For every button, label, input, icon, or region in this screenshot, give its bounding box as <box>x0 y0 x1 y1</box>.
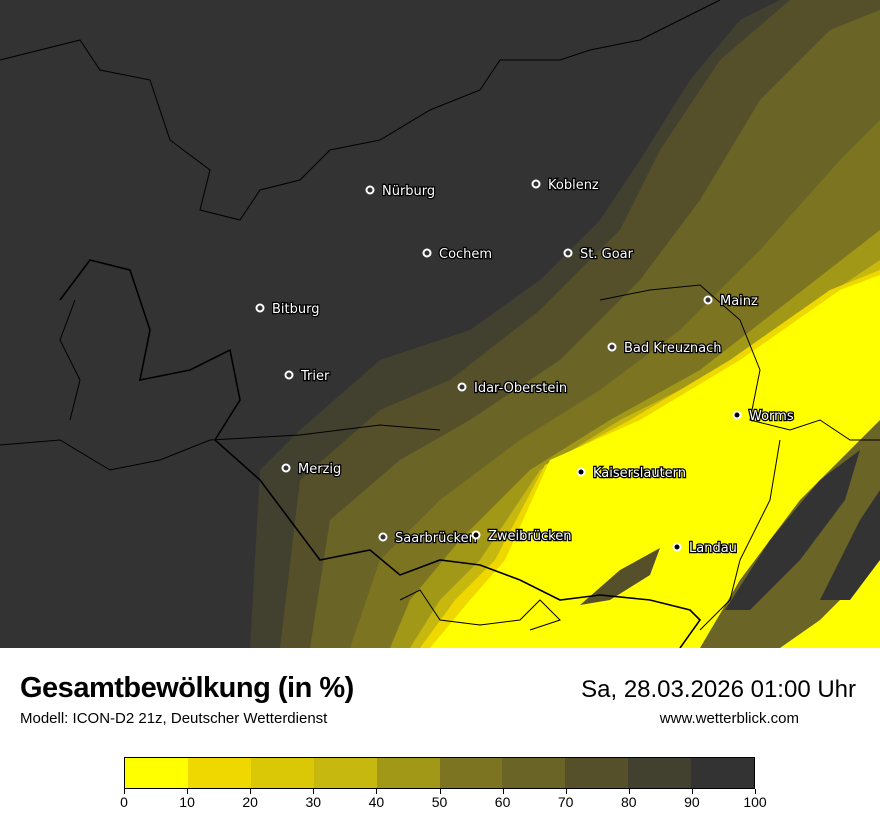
city-dot-icon <box>672 542 682 552</box>
legend-swatch <box>439 758 503 788</box>
map-title: Gesamtbewölkung (in %) <box>20 672 354 704</box>
legend-tick <box>439 789 441 794</box>
cloud-cover-map: Nürburg Koblenz Cochem St. Goar Bitburg Mainz… <box>0 0 880 648</box>
city-saarbr-cken: Saarbrücken <box>378 530 478 547</box>
website-link[interactable]: www.wetterblick.com <box>659 710 799 727</box>
city-idar-oberstein: Idar-Oberstein <box>457 380 568 397</box>
city-dot-icon <box>563 248 573 258</box>
legend-tick-label: 10 <box>179 794 195 810</box>
legend-tick <box>313 789 315 794</box>
city-dot-icon <box>365 185 375 195</box>
legend-ticks: 0 10 20 30 40 50 60 70 80 90 100 <box>120 789 767 819</box>
city-label: Cochem <box>439 247 492 262</box>
city-dot-icon <box>378 532 388 542</box>
legend-tick <box>502 789 504 794</box>
city-label: Mainz <box>720 294 758 309</box>
legend-swatch <box>691 758 755 788</box>
city-label: Worms <box>749 409 794 424</box>
legend-tick <box>250 789 252 794</box>
city-label: Merzig <box>298 462 341 477</box>
borders <box>0 0 880 648</box>
legend-tick-label: 80 <box>621 794 637 810</box>
legend-tick <box>376 789 378 794</box>
legend-swatch <box>313 758 377 788</box>
city-label: Landau <box>689 541 737 556</box>
legend-swatch <box>376 758 440 788</box>
city-worms: Worms <box>732 408 795 425</box>
cloud-cover-field <box>250 0 880 648</box>
city-label: Bitburg <box>272 302 320 317</box>
city-label: Trier <box>300 369 330 384</box>
city-koblenz: Koblenz <box>531 177 600 194</box>
legend-tick <box>565 789 567 794</box>
city-st-goar: St. Goar <box>563 246 635 263</box>
city-mainz: Mainz <box>703 293 759 310</box>
city-dot-icon <box>422 248 432 258</box>
legend-tick-label: 60 <box>494 794 511 810</box>
city-dot-icon <box>576 467 586 477</box>
city-label: Nürburg <box>382 184 435 199</box>
city-dot-icon <box>281 463 291 473</box>
city-n-rburg: Nürburg <box>365 183 436 200</box>
city-kaiserslautern: Kaiserslautern <box>576 465 687 482</box>
legend-swatch <box>125 758 188 788</box>
city-dot-icon <box>607 342 617 352</box>
legend-swatch <box>187 758 251 788</box>
city-landau: Landau <box>672 540 738 557</box>
city-dot-icon <box>703 295 713 305</box>
city-label: St. Goar <box>580 247 634 262</box>
legend-tick-label: 70 <box>557 794 574 810</box>
city-dot-icon <box>457 382 467 392</box>
city-label: Zweibrücken <box>488 529 571 544</box>
city-markers: Nürburg Koblenz Cochem St. Goar Bitburg Mainz… <box>255 177 795 557</box>
city-label: Idar-Oberstein <box>474 381 567 396</box>
city-merzig: Merzig <box>281 461 343 478</box>
city-trier: Trier <box>284 368 331 385</box>
legend-tick <box>187 789 189 794</box>
model-source: Modell: ICON-D2 21z, Deutscher Wetterdie… <box>20 710 328 727</box>
legend-swatch <box>565 758 629 788</box>
city-label: Saarbrücken <box>395 531 477 546</box>
city-label: Bad Kreuznach <box>624 341 722 356</box>
legend-tick-label: 20 <box>242 794 258 810</box>
city-label: Kaiserslautern <box>593 466 686 481</box>
legend-tick-label: 50 <box>431 794 448 810</box>
city-dot-icon <box>531 179 541 189</box>
city-bitburg: Bitburg <box>255 301 321 318</box>
forecast-datetime: Sa, 28.03.2026 01:00 Uhr <box>581 676 856 703</box>
city-dot-icon <box>471 530 481 540</box>
legend-swatch <box>628 758 692 788</box>
legend-tick <box>755 789 756 794</box>
city-dot-icon <box>255 303 265 313</box>
legend-tick <box>691 789 693 794</box>
color-legend <box>124 757 755 789</box>
legend-swatch <box>502 758 566 788</box>
legend-tick-label: 30 <box>305 794 322 810</box>
legend-tick-label: 90 <box>684 794 700 810</box>
legend-swatch <box>250 758 314 788</box>
city-label: Koblenz <box>548 178 599 193</box>
legend-tick <box>124 789 125 794</box>
city-cochem: Cochem <box>422 246 493 263</box>
city-dot-icon <box>732 410 742 420</box>
city-bad-kreuznach: Bad Kreuznach <box>607 340 723 357</box>
city-dot-icon <box>284 370 294 380</box>
legend-tick <box>628 789 630 794</box>
legend-tick-label: 0 <box>120 794 128 810</box>
legend-tick-label: 40 <box>368 794 385 810</box>
city-zweibr-cken: Zweibrücken <box>471 528 573 545</box>
legend-tick-label: 100 <box>743 794 767 810</box>
